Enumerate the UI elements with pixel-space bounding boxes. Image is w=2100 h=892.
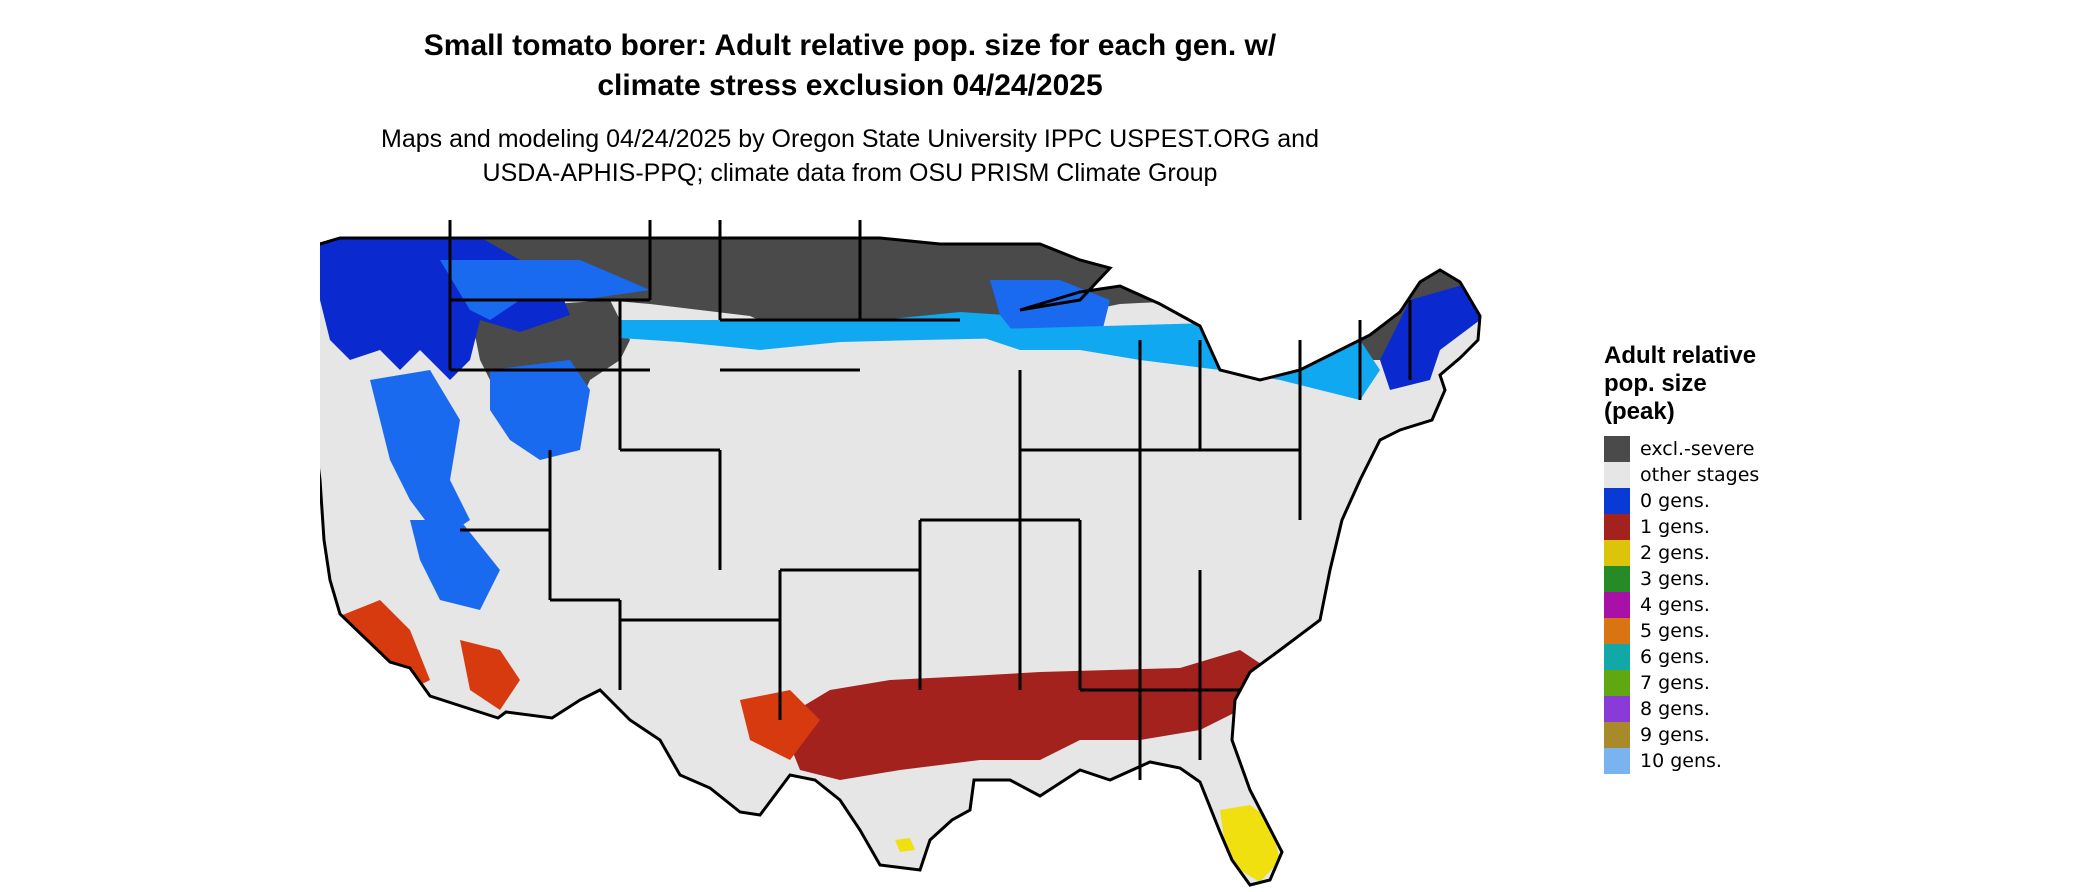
legend-title-line-1: Adult relative — [1604, 342, 1757, 369]
legend-item: 2 gens. — [1604, 540, 1824, 566]
legend-item: 1 gens. — [1604, 514, 1824, 540]
legend-label: 2 gens. — [1640, 542, 1710, 564]
map-legend: Adult relative pop. size (peak) excl.-se… — [1604, 342, 1824, 774]
legend-item: other stages — [1604, 462, 1824, 488]
legend-label: 3 gens. — [1640, 568, 1710, 590]
title-line-2: climate stress exclusion 04/24/2025 — [597, 69, 1103, 102]
legend-swatch — [1604, 488, 1630, 514]
legend-item: 6 gens. — [1604, 644, 1824, 670]
legend-label: 1 gens. — [1640, 516, 1710, 538]
legend-item: 4 gens. — [1604, 592, 1824, 618]
legend-swatch — [1604, 462, 1630, 488]
gen0-new-england — [1380, 280, 1480, 390]
legend-items: excl.-severe other stages 0 gens. 1 gens. 2 … — [1604, 436, 1824, 774]
legend-item: 3 gens. — [1604, 566, 1824, 592]
title-line-1: Small tomato borer: Adult relative pop. … — [423, 29, 1277, 62]
gen0-great-basin — [370, 370, 470, 540]
legend-swatch — [1604, 644, 1630, 670]
legend-item: 8 gens. — [1604, 696, 1824, 722]
map-title: Small tomato borer: Adult relative pop. … — [350, 26, 1350, 106]
legend-item: 5 gens. — [1604, 618, 1824, 644]
map-subtitle: Maps and modeling 04/24/2025 by Oregon S… — [350, 122, 1350, 190]
legend-label: 0 gens. — [1640, 490, 1710, 512]
legend-item: 7 gens. — [1604, 670, 1824, 696]
legend-label: 8 gens. — [1640, 698, 1710, 720]
gen0-southwest-mountains — [410, 520, 500, 610]
gen2-south-texas — [895, 838, 915, 852]
gen1-gulf-coast-band — [780, 650, 1270, 780]
gen0-utah-colorado — [490, 360, 590, 460]
legend-label: 7 gens. — [1640, 672, 1710, 694]
legend-swatch — [1604, 696, 1630, 722]
gen1-arizona — [460, 640, 520, 710]
legend-label: 6 gens. — [1640, 646, 1710, 668]
gen0-michigan — [990, 280, 1110, 340]
legend-swatch — [1604, 618, 1630, 644]
legend-swatch — [1604, 592, 1630, 618]
legend-swatch — [1604, 670, 1630, 696]
legend-swatch — [1604, 436, 1630, 462]
legend-label: other stages — [1640, 464, 1760, 486]
legend-title: Adult relative pop. size (peak) — [1604, 342, 1824, 426]
legend-label: 5 gens. — [1640, 620, 1710, 642]
legend-label: 4 gens. — [1640, 594, 1710, 616]
gen2-south-florida — [1220, 805, 1280, 882]
legend-swatch — [1604, 722, 1630, 748]
legend-item: 0 gens. — [1604, 488, 1824, 514]
legend-item: 9 gens. — [1604, 722, 1824, 748]
legend-swatch — [1604, 566, 1630, 592]
state-borders — [320, 220, 1482, 887]
us-map — [320, 220, 1482, 887]
legend-swatch — [1604, 514, 1630, 540]
subtitle-line-2: USDA-APHIS-PPQ; climate data from OSU PR… — [482, 159, 1218, 187]
legend-title-line-2: pop. size — [1604, 370, 1707, 397]
subtitle-line-1: Maps and modeling 04/24/2025 by Oregon S… — [381, 125, 1319, 153]
legend-label: 9 gens. — [1640, 724, 1710, 746]
legend-swatch — [1604, 748, 1630, 774]
legend-label: 10 gens. — [1640, 750, 1722, 772]
legend-item: 10 gens. — [1604, 748, 1824, 774]
legend-item: excl.-severe — [1604, 436, 1824, 462]
legend-swatch — [1604, 540, 1630, 566]
gen0-northern-rockies — [440, 260, 650, 320]
legend-label: excl.-severe — [1640, 438, 1755, 460]
gen1-texas-west-band — [740, 690, 820, 760]
legend-title-line-3: (peak) — [1604, 398, 1675, 425]
